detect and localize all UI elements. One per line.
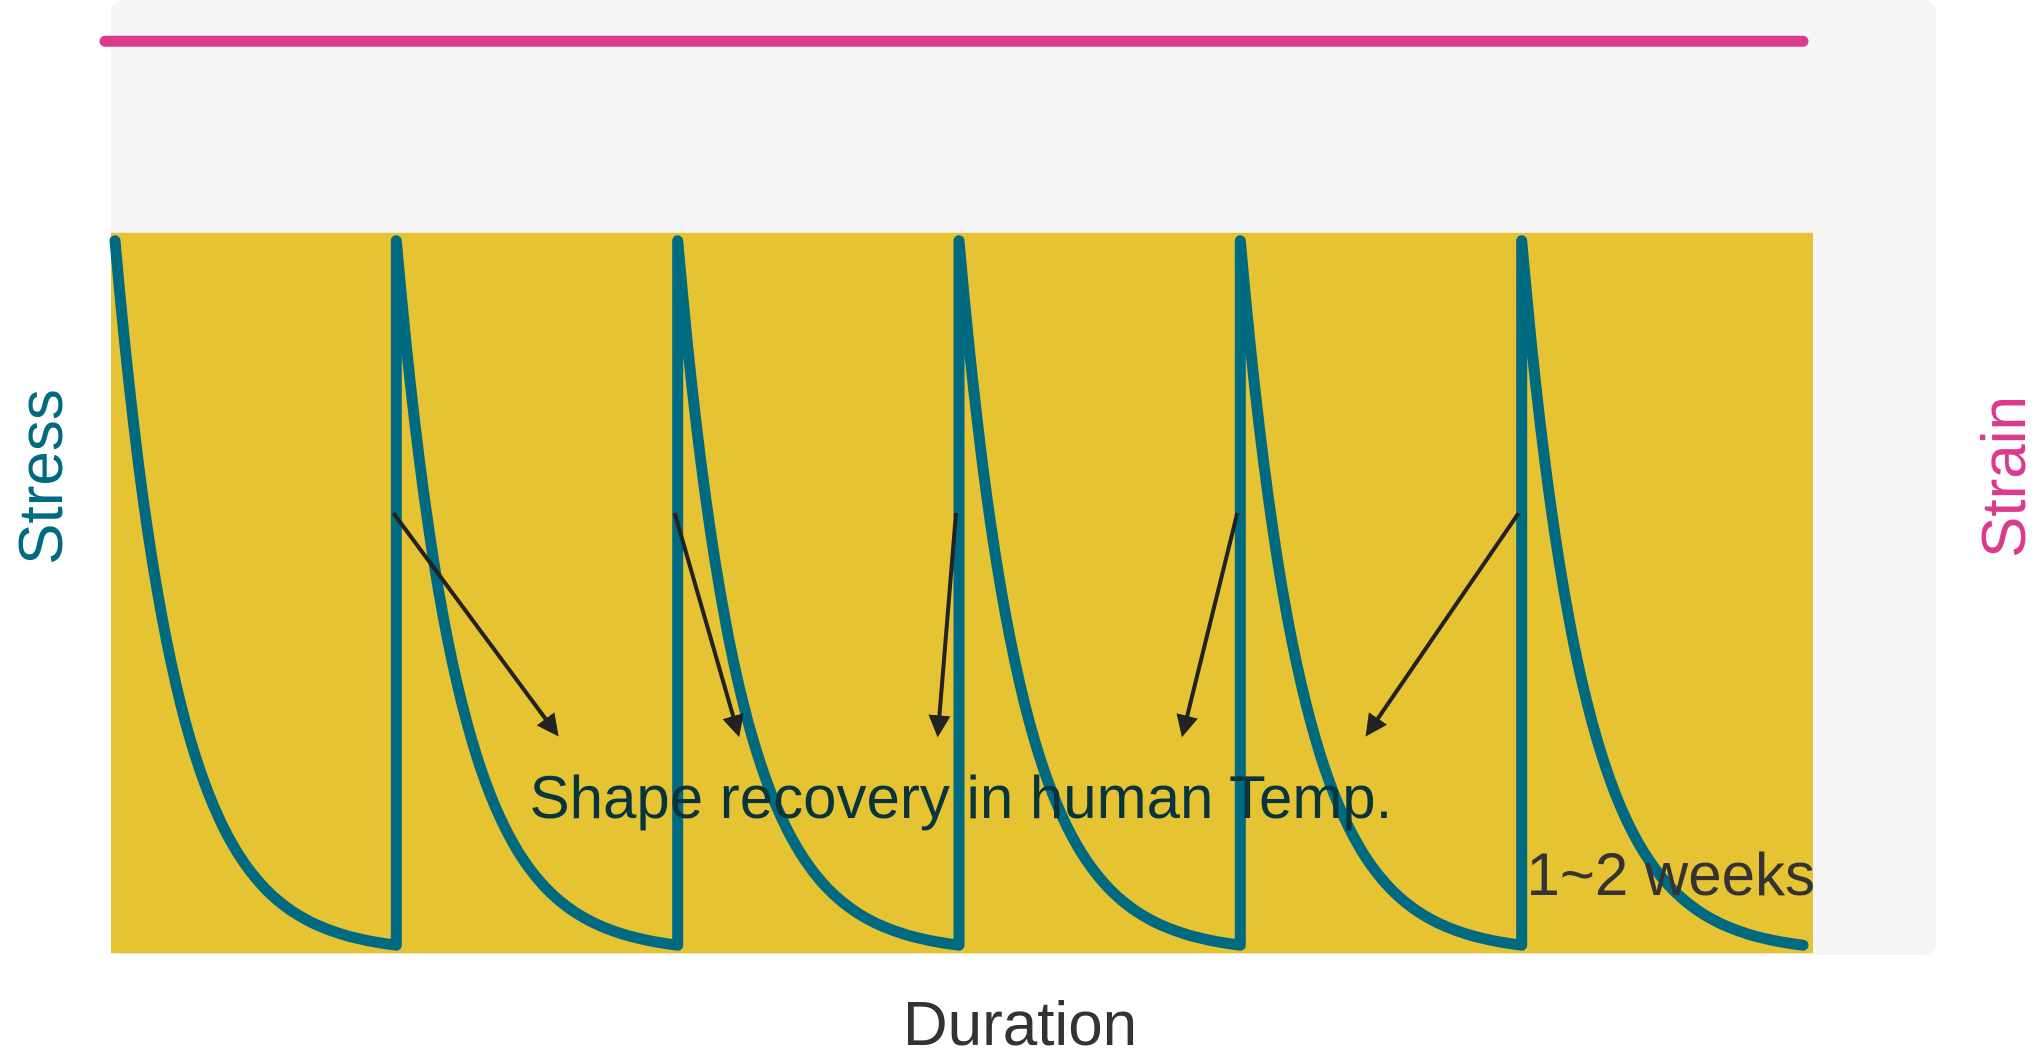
x-axis-label: Duration xyxy=(903,990,1137,1050)
annotation-arrow-4 xyxy=(1176,512,1240,738)
stress-line xyxy=(109,235,1809,951)
annotation-arrow-2 xyxy=(672,512,744,738)
annotation-text: Shape recovery in human Temp. xyxy=(530,764,1393,831)
y-axis-label-strain: Strain xyxy=(1970,396,2039,558)
annotation-arrow-5 xyxy=(1365,511,1521,737)
annotation-arrow-3 xyxy=(928,512,958,738)
annotation-arrow-1 xyxy=(391,511,559,737)
y-axis-label-stress: Stress xyxy=(7,389,76,565)
annotation-arrows xyxy=(391,511,1521,738)
duration-note: 1~2 weeks xyxy=(1526,841,1815,908)
